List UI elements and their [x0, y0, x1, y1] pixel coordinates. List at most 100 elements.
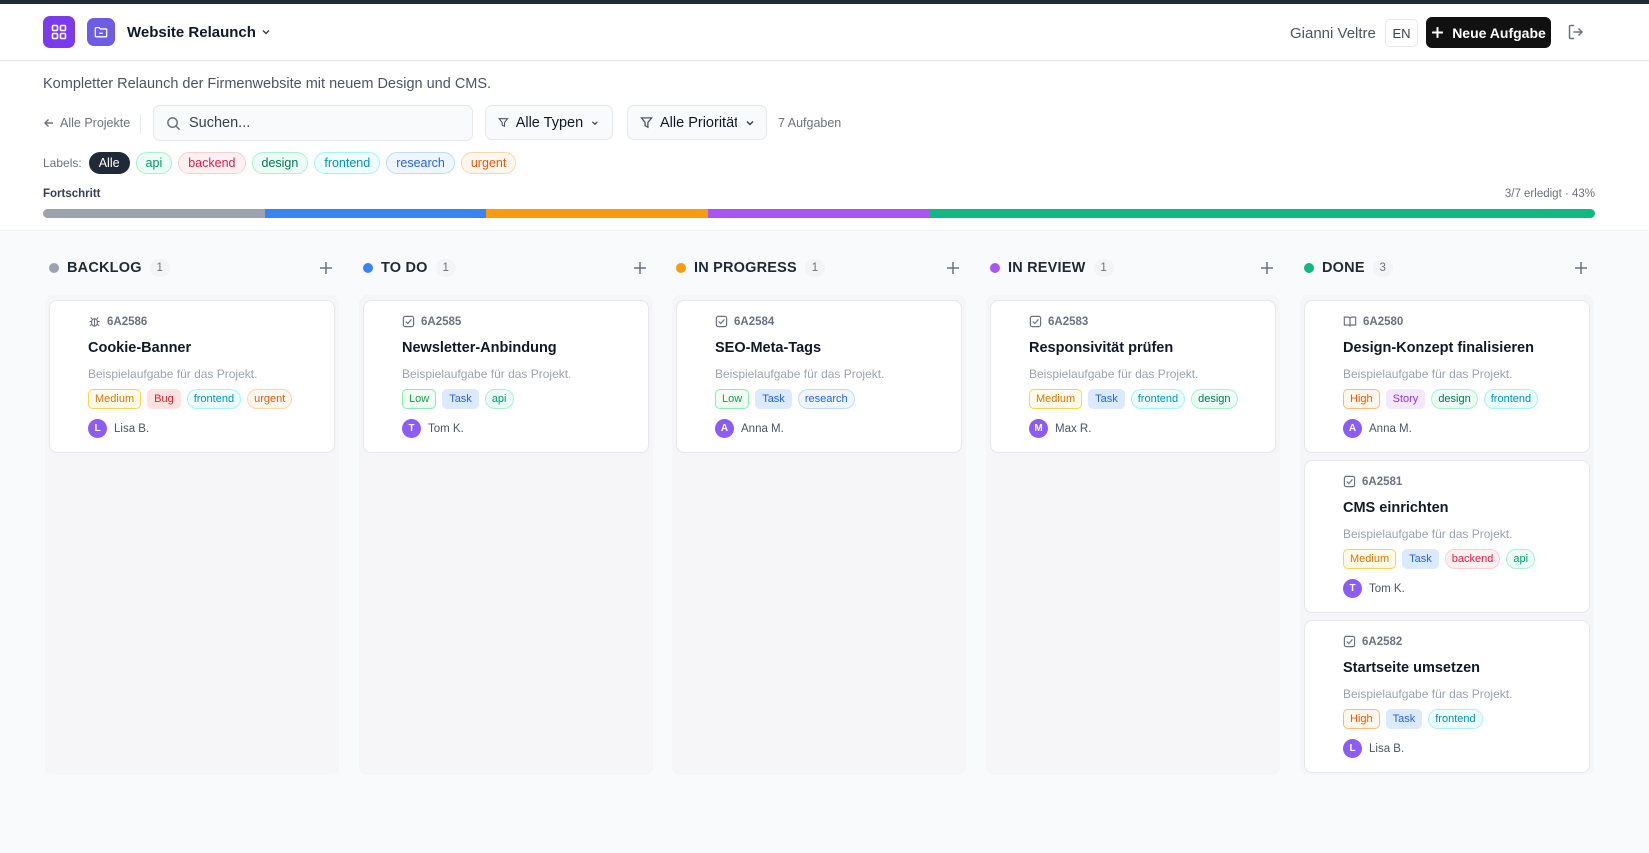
column-title: IN PROGRESS — [694, 260, 797, 276]
tag-backend: backend — [1444, 549, 1501, 569]
task-id-text: 6A2584 — [734, 315, 775, 328]
tag-task: Task — [1385, 709, 1423, 729]
progress-bar — [43, 209, 1595, 218]
column-count: 1 — [435, 259, 456, 277]
plus-icon[interactable] — [1572, 259, 1590, 277]
task-id: 6A2586 — [88, 315, 147, 328]
task-tags: High Story design frontend — [1343, 389, 1539, 409]
tag-api: api — [1506, 549, 1536, 569]
assignee-name: Lisa B. — [114, 422, 150, 435]
tag-design: design — [1431, 389, 1478, 409]
column-count: 1 — [149, 259, 170, 277]
task-card[interactable]: 6A2581 CMS einrichten Beispielaufgabe für … — [1304, 460, 1590, 613]
progress-segment-backlog — [43, 209, 265, 218]
tag-medium: Medium — [1343, 549, 1397, 569]
avatar: A — [715, 419, 734, 438]
label-chip-urgent[interactable]: urgent — [460, 152, 517, 174]
column-header: IN REVIEW 1 — [990, 258, 1280, 278]
task-id-text: 6A2583 — [1048, 315, 1089, 328]
language-button[interactable]: EN — [1385, 19, 1418, 47]
back-to-projects-link[interactable]: Alle Projekte — [43, 116, 130, 130]
filter-icon — [640, 117, 653, 129]
status-dot — [676, 263, 686, 273]
assignee-name: Anna M. — [1369, 422, 1412, 435]
task-assignee: A Anna M. — [1343, 419, 1412, 438]
tag-frontend: frontend — [186, 389, 242, 409]
user-name: Gianni Veltre — [1290, 25, 1376, 42]
task-tags: High Task frontend — [1343, 709, 1483, 729]
tag-low: Low — [402, 389, 437, 409]
label-chip-design[interactable]: design — [251, 152, 309, 174]
priority-filter-select[interactable]: Alle Prioritäten — [627, 105, 767, 140]
project-selector[interactable]: Website Relaunch — [120, 18, 280, 46]
column-backlog: BACKLOG 1 6A2586 Cookie-Banner Beispielaufga… — [45, 250, 339, 775]
checkbox-icon — [715, 315, 728, 328]
logout-icon[interactable] — [1567, 23, 1587, 43]
label-chip-backend[interactable]: backend — [178, 152, 246, 174]
assignee-name: Tom K. — [428, 422, 464, 435]
plus-icon[interactable] — [1258, 259, 1276, 277]
tag-urgent: urgent — [247, 389, 293, 409]
divider — [140, 114, 141, 134]
task-id: 6A2580 — [1343, 315, 1403, 328]
column-review: IN REVIEW 1 6A2583 Responsivität prüfen Beis… — [986, 250, 1280, 775]
plus-icon[interactable] — [631, 259, 649, 277]
task-assignee: T Tom K. — [1343, 579, 1405, 598]
tag-task: Task — [442, 389, 479, 409]
label-chip-frontend[interactable]: frontend — [314, 152, 381, 174]
new-task-button[interactable]: Neue Aufgabe — [1426, 17, 1551, 48]
tag-api: api — [484, 389, 514, 409]
task-card[interactable]: 6A2586 Cookie-Banner Beispielaufgabe für d… — [49, 300, 335, 453]
column-inprogress: IN PROGRESS 1 6A2584 SEO-Meta-Tags Beispiela… — [672, 250, 966, 775]
task-assignee: M Max R. — [1029, 419, 1091, 438]
back-label: Alle Projekte — [60, 116, 131, 130]
task-title: Startseite umsetzen — [1343, 660, 1480, 676]
task-title: CMS einrichten — [1343, 500, 1449, 516]
task-card[interactable]: 6A2582 Startseite umsetzen Beispielaufgabe… — [1304, 620, 1590, 773]
task-description: Beispielaufgabe für das Projekt. — [402, 367, 572, 381]
task-card[interactable]: 6A2580 Design-Konzept finalisieren Beispie… — [1304, 300, 1590, 453]
search-box[interactable] — [153, 105, 473, 141]
search-input[interactable] — [189, 115, 449, 131]
task-description: Beispielaufgabe für das Projekt. — [1029, 367, 1199, 381]
task-card[interactable]: 6A2584 SEO-Meta-Tags Beispielaufgabe für d… — [676, 300, 962, 453]
progress-segment-inprogress — [486, 209, 709, 218]
column-header: IN PROGRESS 1 — [676, 258, 966, 278]
task-tags: Medium Task backend api — [1343, 549, 1536, 569]
type-filter-select[interactable]: Alle Typen — [485, 105, 613, 140]
avatar: L — [1343, 739, 1362, 758]
status-dot — [49, 263, 59, 273]
task-title: Newsletter-Anbindung — [402, 340, 557, 356]
task-description: Beispielaufgabe für das Projekt. — [1343, 687, 1513, 701]
plus-icon — [1432, 27, 1444, 38]
progress-segment-done — [929, 209, 1595, 218]
plus-icon[interactable] — [317, 259, 335, 277]
progress-text: 3/7 erledigt · 43% — [1504, 188, 1595, 200]
chevron-down-icon — [746, 120, 754, 126]
tag-high: High — [1343, 389, 1380, 409]
status-dot — [363, 263, 373, 273]
dashboard-grid-icon[interactable] — [43, 16, 75, 48]
tag-design: design — [1191, 389, 1238, 409]
folder-icon — [87, 18, 115, 46]
task-card[interactable]: 6A2585 Newsletter-Anbindung Beispielaufgab… — [363, 300, 649, 453]
label-chip-api[interactable]: api — [135, 152, 173, 174]
task-title: Design-Konzept finalisieren — [1343, 340, 1534, 356]
assignee-name: Lisa B. — [1369, 742, 1405, 755]
plus-icon[interactable] — [944, 259, 962, 277]
task-description: Beispielaufgabe für das Projekt. — [1343, 527, 1513, 541]
chevron-down-icon — [592, 120, 598, 125]
label-chip-research[interactable]: research — [386, 152, 455, 174]
avatar: L — [88, 419, 107, 438]
task-id-text: 6A2581 — [1362, 475, 1403, 488]
kanban-board: BACKLOG 1 6A2586 Cookie-Banner Beispielaufga… — [0, 232, 1649, 853]
task-description: Beispielaufgabe für das Projekt. — [1343, 367, 1513, 381]
task-title: Cookie-Banner — [88, 340, 192, 356]
tag-research: research — [797, 389, 855, 409]
column-done: DONE 3 6A2580 Design-Konzept finalisieren Be… — [1300, 250, 1594, 775]
tag-medium: Medium — [88, 389, 142, 409]
label-chip-alle[interactable]: Alle — [88, 152, 130, 174]
column-title: DONE — [1322, 260, 1365, 276]
labels-filter: Labels: Alle api backend design frontend… — [43, 152, 517, 174]
task-card[interactable]: 6A2583 Responsivität prüfen Beispielaufgab… — [990, 300, 1276, 453]
